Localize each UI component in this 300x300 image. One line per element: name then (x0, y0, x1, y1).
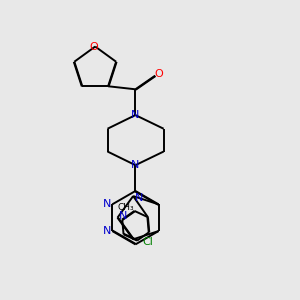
Text: N: N (135, 193, 143, 202)
Text: N: N (103, 199, 111, 209)
Text: Cl: Cl (142, 237, 153, 247)
Text: O: O (154, 69, 163, 79)
Text: N: N (131, 110, 140, 120)
Text: N: N (119, 211, 128, 221)
Text: CH₃: CH₃ (118, 203, 134, 212)
Text: O: O (89, 41, 98, 52)
Text: N: N (131, 160, 140, 170)
Text: N: N (103, 226, 111, 236)
